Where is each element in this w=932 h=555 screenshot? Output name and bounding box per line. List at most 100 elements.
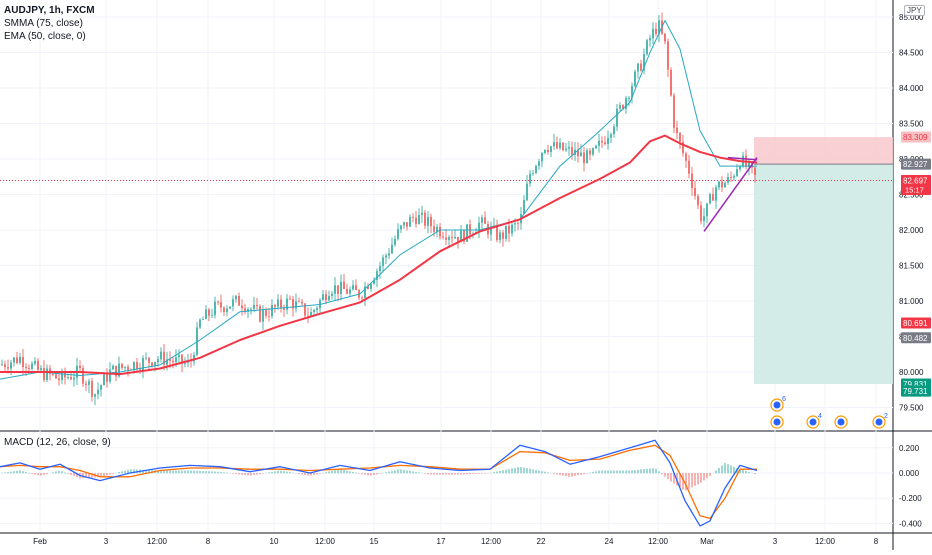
candle-body — [700, 205, 702, 221]
macd-hist-bar — [358, 473, 360, 474]
macd-hist-bar — [649, 468, 651, 473]
macd-hist-bar — [1, 473, 3, 474]
event-count: 6 — [782, 396, 786, 403]
candle-body — [157, 359, 159, 362]
candle-body — [646, 40, 648, 54]
macd-hist-bar — [313, 473, 315, 475]
candle-body — [55, 374, 57, 378]
candle-body — [511, 225, 513, 234]
candle-body — [34, 361, 36, 364]
candle-body — [580, 153, 582, 157]
x-tick-label: 10 — [270, 537, 279, 546]
x-tick-label: 12:00 — [481, 537, 502, 546]
macd-hist-bar — [586, 473, 588, 474]
x-tick-label: 12:00 — [147, 537, 168, 546]
candle-body — [349, 289, 351, 293]
legend-ema[interactable]: EMA (50, close, 0) — [4, 30, 95, 43]
flag-icon — [835, 416, 847, 428]
macd-hist-bar — [61, 471, 63, 473]
candle-body — [199, 320, 201, 328]
candle-body — [259, 306, 261, 322]
candle-body — [334, 285, 336, 293]
candle-body — [448, 237, 450, 240]
candle-body — [484, 217, 486, 224]
macd-hist-bar — [376, 473, 378, 474]
macd-hist-bar — [754, 473, 756, 474]
candle-body — [694, 188, 696, 196]
macd-hist-bar — [478, 473, 480, 474]
macd-hist-bar — [253, 473, 255, 475]
macd-hist-bar — [319, 473, 321, 474]
candle-body — [214, 302, 216, 315]
price-label-text: 83.309 — [903, 133, 928, 142]
x-tick-label: 12:00 — [648, 537, 669, 546]
macd-hist-bar — [352, 472, 354, 473]
candle-body — [451, 237, 453, 238]
macd-hist-bar — [403, 470, 405, 473]
candle-body — [697, 196, 699, 205]
candle-body — [667, 41, 669, 69]
candle-body — [286, 299, 288, 310]
macd-hist-bar — [103, 473, 105, 476]
candle-body — [397, 229, 399, 239]
candle-body — [418, 215, 420, 224]
macd-hist-bar — [733, 467, 735, 474]
macd-hist-bar — [715, 470, 717, 473]
candle-body — [112, 366, 114, 370]
macd-hist-bar — [580, 473, 582, 475]
macd-hist-bar — [283, 471, 285, 473]
macd-hist-bar — [424, 473, 426, 474]
macd-hist-bar — [562, 473, 564, 476]
macd-hist-bar — [559, 473, 561, 475]
candle-body — [127, 367, 129, 370]
macd-hist-bar — [115, 473, 117, 474]
candle-body — [553, 142, 555, 146]
candle-body — [400, 225, 402, 229]
macd-hist-bar — [37, 473, 39, 475]
candle-body — [712, 194, 714, 200]
candle-body — [571, 147, 573, 155]
candle-body — [505, 226, 507, 239]
candle-body — [331, 294, 333, 296]
macd-hist-bar — [433, 473, 435, 475]
macd-hist-bar — [379, 473, 381, 474]
macd-hist-bar — [742, 470, 744, 473]
macd-hist-bar — [445, 473, 447, 475]
macd-hist-bar — [436, 473, 438, 475]
candle-body — [502, 232, 504, 238]
candle-body — [688, 161, 690, 174]
y-tick-label: 80.000 — [899, 368, 924, 377]
macd-hist-bar — [616, 470, 618, 473]
x-tick-label: Feb — [33, 537, 47, 546]
candle-body — [328, 296, 330, 300]
candle-body — [640, 64, 642, 71]
macd-hist-bar — [577, 473, 579, 475]
currency-badge[interactable]: JPY — [904, 5, 925, 16]
macd-hist-bar — [418, 472, 420, 473]
macd-hist-bar — [178, 470, 180, 473]
macd-hist-bar — [697, 473, 699, 484]
candle-body — [391, 245, 393, 254]
macd-hist-bar — [10, 472, 12, 474]
macd-hist-bar — [745, 471, 747, 473]
y-tick-label: 82.000 — [899, 226, 924, 235]
candle-body — [499, 232, 501, 240]
candle-body — [496, 226, 498, 241]
price-label-80-691: 80.691 — [901, 317, 931, 328]
candle-body — [238, 296, 240, 306]
candle-body — [652, 29, 654, 38]
macd-hist-bar — [547, 472, 549, 473]
macd-hist-bar — [16, 471, 18, 473]
y-tick-label: 84.500 — [899, 49, 924, 58]
candle-body — [613, 127, 615, 135]
candle-body — [355, 285, 357, 290]
legend-smma[interactable]: SMMA (75, close) — [4, 17, 95, 30]
x-tick-label: 17 — [437, 537, 446, 546]
macd-title[interactable]: MACD (12, 26, close, 9) — [4, 436, 111, 449]
macd-hist-bar — [643, 469, 645, 473]
macd-hist-bar — [241, 473, 243, 475]
candle-body — [106, 374, 108, 381]
candle-body — [559, 143, 561, 149]
macd-hist-bar — [691, 473, 693, 487]
macd-hist-bar — [361, 473, 363, 474]
